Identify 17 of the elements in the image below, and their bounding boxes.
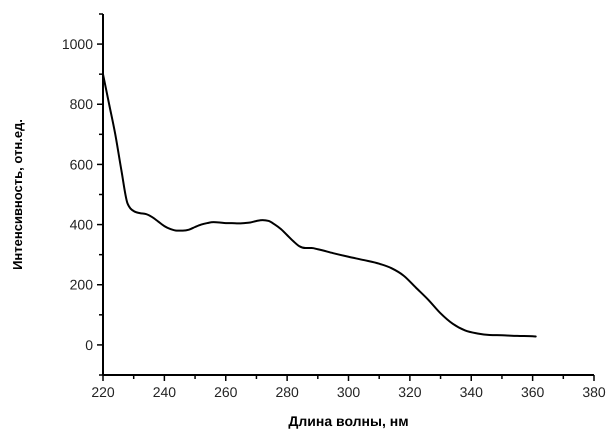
- y-tick-label: 200: [70, 276, 94, 293]
- x-tick-label: 320: [398, 384, 422, 400]
- y-tick-label: 0: [85, 336, 94, 353]
- x-tick-label: 340: [460, 384, 484, 400]
- y-tick-label: 600: [70, 156, 94, 172]
- x-tick-label: 220: [91, 384, 115, 400]
- y-tick-label: 800: [70, 96, 94, 112]
- x-tick-label: 380: [582, 384, 606, 400]
- x-axis-title: Длина волны, нм: [288, 413, 409, 429]
- x-tick-label: 300: [336, 384, 360, 400]
- y-axis-title: Интенсивность, отн.ед.: [10, 119, 25, 270]
- x-tick-label: 240: [152, 384, 176, 400]
- y-tick-label: 400: [70, 216, 94, 232]
- x-tick-label: 280: [275, 384, 300, 400]
- x-tick-label: 260: [214, 384, 238, 400]
- y-tick-label: 1000: [62, 36, 94, 52]
- x-tick-label: 360: [520, 384, 545, 400]
